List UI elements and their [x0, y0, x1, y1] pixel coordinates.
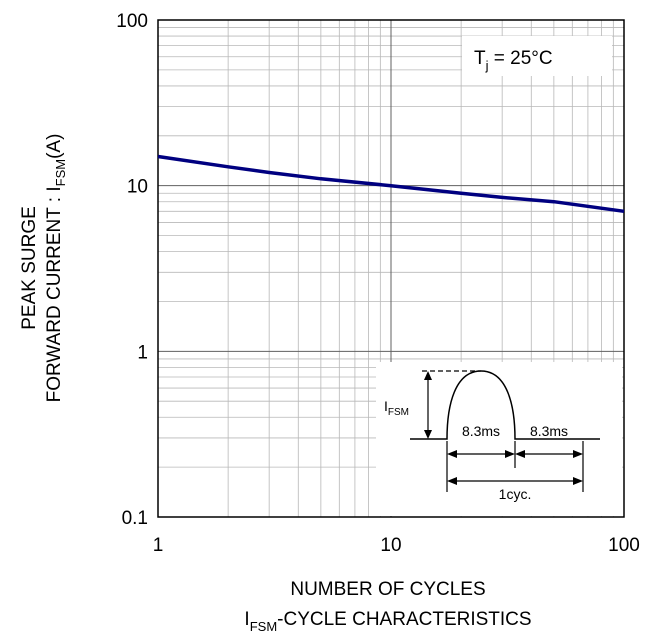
full-cycle-arrow-right: [573, 477, 583, 485]
half-cycle-arrow-left: [447, 450, 457, 458]
second-half-label: 8.3ms: [530, 423, 568, 439]
y-tick-label: 100: [116, 11, 148, 32]
x-axis-label: NUMBER OF CYCLES: [290, 579, 485, 600]
second-half-arrow-right: [573, 450, 583, 458]
inset-ifsm-label: IFSM: [384, 398, 409, 418]
condition-box: [462, 36, 612, 76]
half-cycle-label: 8.3ms: [462, 423, 500, 439]
second-half-arrow-left: [515, 450, 525, 458]
half-cycle-arrow-right: [505, 450, 515, 458]
y-tick-label: 1: [137, 342, 148, 363]
x-tick-label: 100: [608, 535, 640, 556]
y-tick-label: 10: [127, 177, 148, 198]
series-line: [157, 154, 625, 214]
x-tick-labels: 1 10 100: [153, 535, 640, 556]
y-axis-label-line2: FORWARD CURRENT : IFSM(A): [44, 134, 68, 403]
y-tick-labels: 0.1 1 10 100: [116, 11, 148, 529]
waveform-inset: IFSM 8.3ms 8.3ms 1cyc.: [376, 362, 622, 516]
y-axis-label-line1: PEAK SURGE: [19, 206, 40, 330]
x-tick-label: 10: [380, 535, 401, 556]
plot-frame: [157, 19, 625, 518]
x-tick-label: 1: [153, 535, 164, 556]
chart-caption: IFSM-CYCLE CHARACTERISTICS: [244, 609, 531, 634]
series-layer: [157, 154, 625, 214]
full-cycle-label: 1cyc.: [499, 486, 532, 502]
y-axis-label: PEAK SURGE FORWARD CURRENT : IFSM(A): [19, 134, 68, 403]
ifsm-arrowhead-bottom: [424, 430, 432, 439]
ifsm-arrowhead-top: [424, 371, 432, 380]
condition-label: Tj = 25°C: [474, 48, 553, 73]
full-cycle-arrow-left: [447, 477, 457, 485]
y-tick-label: 0.1: [122, 508, 148, 529]
